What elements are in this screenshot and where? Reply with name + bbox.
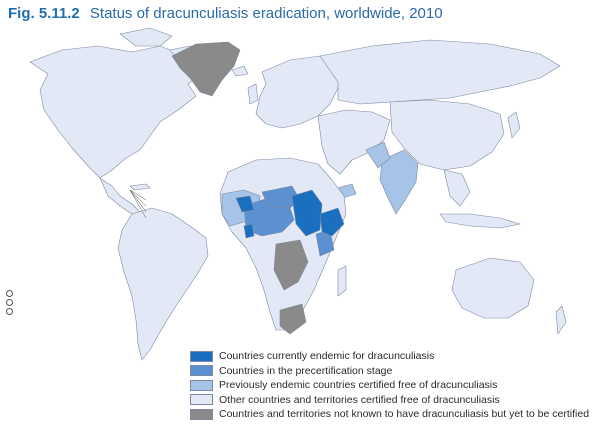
new-zealand xyxy=(555,305,567,335)
central-africa-grey xyxy=(273,239,309,291)
legend-label: Previously endemic countries certified f… xyxy=(219,379,498,392)
australia xyxy=(451,257,535,319)
side-marker-icons xyxy=(4,289,14,317)
legend-swatch xyxy=(190,350,213,362)
india xyxy=(379,149,419,215)
madagascar xyxy=(337,265,347,297)
mali-endemic xyxy=(235,195,255,213)
legend-label: Countries currently endemic for dracuncu… xyxy=(219,350,435,363)
north-america xyxy=(29,45,204,179)
greenland xyxy=(171,41,241,97)
indonesia xyxy=(439,213,521,229)
figure-title-text: Status of dracunculiasis eradication, wo… xyxy=(89,5,443,22)
legend-swatch xyxy=(190,379,213,391)
legend-label: Countries in the precertification stage xyxy=(219,364,393,377)
legend-swatch xyxy=(190,408,213,420)
legend-swatch xyxy=(190,365,213,377)
legend-item-other-certified: Other countries and territories certifie… xyxy=(190,393,590,408)
south-africa-grey xyxy=(279,303,307,335)
east-asia xyxy=(389,99,505,171)
figure-number: Fig. 5.11.2 xyxy=(8,5,80,22)
sudan-endemic xyxy=(291,189,323,237)
south-east-asia xyxy=(443,169,471,207)
japan xyxy=(507,111,521,139)
circle-marker-icon xyxy=(5,290,13,297)
iceland xyxy=(231,65,249,77)
legend-item-previously-endemic: Previously endemic countries certified f… xyxy=(190,378,590,393)
pakistan xyxy=(365,141,391,169)
legend-item-endemic: Countries currently endemic for dracuncu… xyxy=(190,349,590,364)
circle-marker-icon xyxy=(5,299,13,306)
map-legend: Countries currently endemic for dracuncu… xyxy=(190,349,590,422)
uk xyxy=(247,83,259,105)
caribbean xyxy=(129,183,151,191)
legend-swatch xyxy=(190,394,213,406)
legend-label: Countries and territories not known to h… xyxy=(219,408,590,421)
ethiopia-endemic xyxy=(319,207,345,237)
legend-item-not-yet-certified: Countries and territories not known to h… xyxy=(190,407,590,422)
russia xyxy=(319,39,561,105)
central-america xyxy=(99,177,141,215)
circle-marker-icon xyxy=(5,308,13,315)
arctic-islands xyxy=(119,27,173,47)
legend-item-precertification: Countries in the precertification stage xyxy=(190,364,590,379)
ghana-endemic xyxy=(243,223,255,239)
legend-label: Other countries and territories certifie… xyxy=(219,393,500,406)
figure-title: Fig. 5.11.2 Status of dracunculiasis era… xyxy=(8,5,443,23)
south-america xyxy=(117,207,209,361)
